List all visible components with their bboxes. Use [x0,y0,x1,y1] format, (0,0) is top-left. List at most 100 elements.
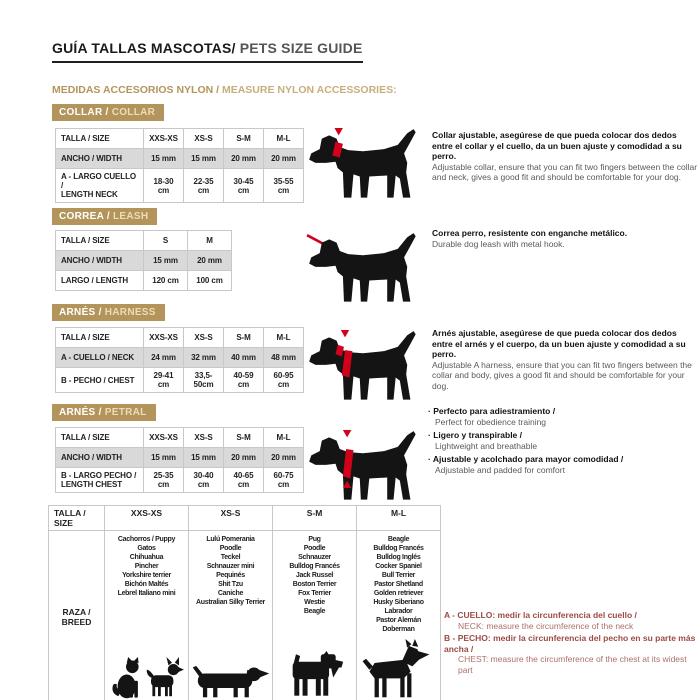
breeds-cell-s-m: Pug Poodle Schnauzer Bulldog Francés Jac… [272,530,357,700]
badge-en: COLLAR [111,107,156,118]
col-header: XXS-XS [104,505,189,531]
dog-with-collar-icon [306,128,422,204]
description-en: Durable dog leash with metal hook. [432,238,565,249]
cell: 15 mm [143,250,188,271]
col-header: XS-S [183,128,224,149]
breeds-table: TALLA / SIZE XXS-XS XS-S S-M M-L RAZA / … [48,505,441,700]
page-subtitle: MEDIDAS ACCESORIOS NYLON / MEASURE NYLON… [52,84,397,96]
badge-es: ARNÉS / [59,307,105,318]
breeds-cell-m-l: Beagle Bulldog Francés Bulldog Inglés Co… [356,530,441,700]
feature-en: Adjustable and padded for comfort [435,464,565,475]
cell: 40 mm [223,347,264,368]
harness-section-badge: ARNÉS / HARNESS [52,304,165,321]
table-row: LARGO / LENGTH 120 cm 100 cm [55,270,232,291]
table-header-row: TALLA / SIZE XXS-XS XS-S S-M M-L [55,327,304,348]
breeds-cell-xxs-xs: Cachorros / Puppy Gatos Chihuahua Pinche… [104,530,189,700]
petral-section-badge: ARNÉS / PETRAL [52,404,156,421]
row-label: ANCHO / WIDTH [55,148,144,169]
cell: 18-30 cm [143,168,184,203]
petral-feature-list: Perfecto para adiestramiento / Perfect f… [428,406,696,478]
cell: 20 mm [223,148,264,169]
feature-es: Ligero y transpirable / [428,430,522,440]
note-item: B - PECHO: medir la circunferencia del p… [444,633,698,675]
note-item: A - CUELLO: medir la circunferencia del … [444,610,698,631]
breed-list: Beagle Bulldog Francés Bulldog Inglés Co… [373,536,424,633]
petral-table: TALLA / SIZE XXS-XS XS-S S-M M-L ANCHO /… [55,427,304,493]
schnauzer-icon [286,651,344,700]
dog-with-petral-icon [306,430,422,506]
cell: 60-75 cm [263,467,304,493]
measurement-notes: A - CUELLO: medir la circunferencia del … [444,610,698,677]
description-en: Adjustable A harness, ensure that you ca… [432,359,692,391]
table-row: A - LARGO CUELLO / LENGTH NECK 18-30 cm … [55,168,304,203]
cell: 100 cm [187,270,232,291]
col-header: S-M [223,327,264,348]
badge-en: HARNESS [104,307,156,318]
row-label: B - PECHO / CHEST [55,367,144,393]
col-header: M-L [263,128,304,149]
feature-en: Lightweight and breathable [435,440,538,451]
chihuahua-icon [145,657,185,700]
col-header: XS-S [188,505,273,531]
col-header: TALLA / SIZE [48,505,105,531]
page-title-es: GUÍA TALLAS MASCOTAS/ [52,40,236,56]
collar-description: Collar ajustable, asegúrese de que pueda… [432,130,698,183]
harness-table: TALLA / SIZE XXS-XS XS-S S-M M-L A - CUE… [55,327,304,393]
note-es: B - PECHO: medir la circunferencia del p… [444,633,696,654]
col-header: TALLA / SIZE [55,128,144,149]
breeds-cell-xs-s: Lulú Pomerania Poodle Teckel Schnauzer m… [188,530,273,700]
cell: 15 mm [143,148,184,169]
dog-with-harness-icon [306,330,422,406]
cell: 20 mm [223,447,264,468]
col-header: S-M [272,505,357,531]
dachshund-icon [192,665,270,700]
description-es: Correa perro, resistente con enganche me… [432,228,628,238]
cell: 60-95 cm [263,367,304,393]
row-label-cell: RAZA / BREED [48,530,105,700]
cell: 30-45 cm [223,168,264,203]
col-header: XXS-XS [143,128,184,149]
cell: 29-41 cm [143,367,184,393]
col-header: TALLA / SIZE [55,327,144,348]
breed-list: Pug Poodle Schnauzer Bulldog Francés Jac… [289,536,340,615]
row-label: ANCHO / WIDTH [55,250,144,271]
page-title: GUÍA TALLAS MASCOTAS/ PETS SIZE GUIDE [52,40,363,63]
collar-section-badge: COLLAR / COLLAR [52,104,165,121]
cell: 120 cm [143,270,188,291]
note-en: CHEST: measure the circumference of the … [458,654,687,675]
cell: 15 mm [143,447,184,468]
table-header-row: TALLA / SIZE XXS-XS XS-S S-M M-L [55,427,304,448]
cell: 40-65 cm [223,467,264,493]
row-label: LARGO / LENGTH [55,270,144,291]
row-label: A - CUELLO / NECK [55,347,144,368]
col-header: M-L [263,427,304,448]
table-row: B - LARGO PECHO / LENGTH CHEST 25-35 cm … [55,467,304,493]
table-header-row: TALLA / SIZE XXS-XS XS-S S-M M-L [55,128,304,149]
page-title-en: PETS SIZE GUIDE [235,40,363,56]
badge-es: COLLAR / [59,107,112,118]
cell: 40-59 cm [223,367,264,393]
breed-row-label: RAZA / BREED [61,607,92,627]
cell: 24 mm [143,347,184,368]
description-es: Arnés ajustable, asegúrese de que pueda … [432,328,686,359]
col-header: S-M [223,128,264,149]
col-header: M-L [356,505,441,531]
table-row: ANCHO / WIDTH 15 mm 15 mm 20 mm 20 mm [55,148,304,169]
cat-icon [109,657,143,700]
doberman-icon [361,639,437,700]
cell: 33,5-50cm [183,367,224,393]
col-header: S-M [223,427,264,448]
table-row: ANCHO / WIDTH 15 mm 15 mm 20 mm 20 mm [55,447,304,468]
col-header: M-L [263,327,304,348]
feature-item: Perfecto para adiestramiento / Perfect f… [428,406,696,427]
table-row: RAZA / BREED Cachorros / Puppy Gatos Chi… [48,530,441,700]
feature-item: Ajustable y acolchado para mayor comodid… [428,454,696,475]
col-header: XXS-XS [143,327,184,348]
note-en: NECK: measure the circumference of the n… [458,620,634,631]
feature-es: Perfecto para adiestramiento / [428,406,555,416]
col-header: XS-S [183,327,224,348]
dog-with-leash-icon [306,232,422,308]
row-label: ANCHO / WIDTH [55,447,144,468]
col-header: TALLA / SIZE [55,427,144,448]
